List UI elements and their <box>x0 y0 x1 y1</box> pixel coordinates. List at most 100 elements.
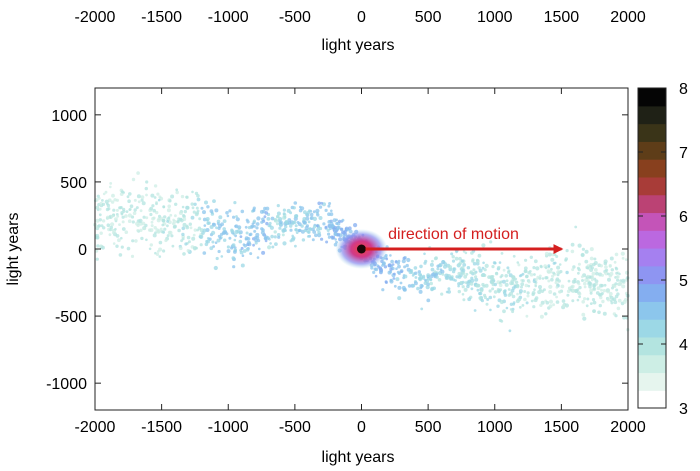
stream-point <box>217 249 221 254</box>
stream-point <box>251 222 255 226</box>
colorbar-tick-label: 3 <box>679 401 688 418</box>
progenitor-core <box>335 229 388 269</box>
stream-point <box>585 304 589 308</box>
stream-point <box>158 214 161 218</box>
stream-point <box>613 285 617 288</box>
stream-point <box>604 265 608 269</box>
stream-point <box>294 224 298 228</box>
stream-point <box>273 218 278 222</box>
stream-point <box>297 222 302 227</box>
stream-point <box>524 283 529 288</box>
stream-point <box>140 236 144 241</box>
stream-point <box>413 281 418 286</box>
stream-point <box>312 230 317 234</box>
stream-point <box>556 270 561 275</box>
stream-point <box>182 222 187 227</box>
stream-point <box>553 261 557 265</box>
stream-point <box>617 282 621 286</box>
stream-point <box>516 261 520 264</box>
stream-point <box>529 255 533 259</box>
stream-point <box>197 226 202 230</box>
stream-point <box>127 199 131 203</box>
stream-point <box>610 299 613 303</box>
stream-point <box>462 250 466 253</box>
stream-point <box>474 277 479 282</box>
stream-point <box>220 255 224 258</box>
stream-point <box>170 194 175 199</box>
stream-point <box>331 223 334 227</box>
stream-point <box>331 235 336 240</box>
stream-point <box>211 240 215 244</box>
stream-point <box>192 210 196 214</box>
stream-point <box>571 268 575 272</box>
stream-point <box>174 202 178 206</box>
stream-point <box>462 263 467 267</box>
stream-point <box>525 274 529 279</box>
stream-point <box>493 290 498 294</box>
stream-point <box>607 277 611 282</box>
stream-point <box>158 195 162 199</box>
stream-point <box>294 228 298 232</box>
stream-point <box>252 206 256 210</box>
stream-point <box>583 297 587 301</box>
stream-point <box>95 257 99 261</box>
stream-point <box>347 226 352 231</box>
stream-point <box>130 254 135 258</box>
stream-point <box>260 220 264 224</box>
stream-point <box>479 288 484 293</box>
stream-point <box>536 275 540 279</box>
stream-point <box>162 219 166 223</box>
stream-point <box>180 218 184 223</box>
colorbar-swatch <box>638 141 666 160</box>
stream-point <box>614 266 618 270</box>
stream-point <box>211 222 215 226</box>
stream-point <box>506 266 510 270</box>
stream-point <box>602 289 607 293</box>
stream-point <box>484 283 489 288</box>
stream-point <box>514 277 518 281</box>
stream-point <box>168 199 172 203</box>
stream-point <box>544 276 548 280</box>
stream-point <box>614 314 618 318</box>
stream-point <box>181 232 185 237</box>
stream-point <box>514 280 519 284</box>
stream-point <box>381 288 385 292</box>
stream-point <box>317 231 321 235</box>
stream-point <box>584 259 589 264</box>
stream-point <box>526 291 530 295</box>
stream-point <box>102 192 106 196</box>
stream-point <box>104 190 108 194</box>
stream-point <box>425 285 430 290</box>
colorbar-swatch <box>638 319 666 338</box>
stream-point <box>110 222 115 227</box>
stream-point <box>625 316 629 320</box>
stream-point <box>294 244 297 248</box>
stream-point <box>447 287 451 291</box>
stream-point <box>457 271 462 276</box>
stream-point <box>616 275 620 279</box>
stream-point <box>279 220 283 225</box>
colorbar-tick-label: 7 <box>679 145 688 162</box>
stream-point <box>255 226 259 230</box>
stream-point <box>474 275 478 279</box>
stream-point <box>330 209 333 213</box>
stream-point <box>284 229 287 233</box>
stream-point <box>226 214 230 218</box>
stream-point <box>520 285 523 289</box>
stream-point <box>155 252 160 256</box>
stream-point <box>112 242 116 245</box>
stream-point <box>483 293 487 297</box>
stream-point <box>225 211 229 215</box>
stream-point <box>335 218 338 222</box>
stream-point <box>189 226 193 230</box>
stream-point <box>320 237 324 241</box>
stream-point <box>318 216 323 220</box>
stream-point <box>175 190 179 195</box>
stream-point <box>509 302 514 306</box>
stream-point <box>402 288 407 292</box>
stream-point <box>108 233 112 237</box>
stream-point <box>390 259 394 264</box>
stream-point <box>235 215 238 218</box>
stream-point <box>274 242 278 247</box>
stream-point <box>489 240 493 244</box>
